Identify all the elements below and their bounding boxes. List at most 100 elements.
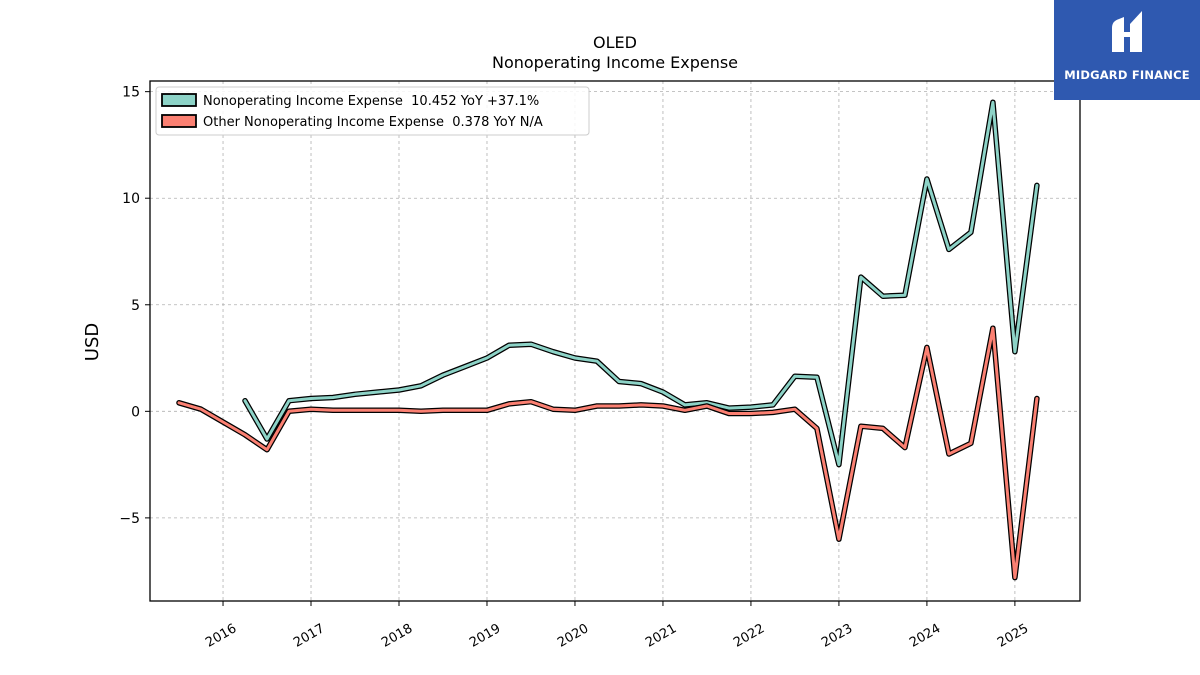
data-point <box>882 427 884 429</box>
data-point <box>948 453 950 455</box>
data-point <box>882 295 884 297</box>
data-point <box>178 402 180 404</box>
data-point <box>794 408 796 410</box>
series-outline-1 <box>176 325 1040 581</box>
data-point <box>376 409 378 411</box>
data-point <box>310 398 312 400</box>
data-point <box>420 385 422 387</box>
chart-title: OLED <box>593 33 637 52</box>
data-point <box>684 409 686 411</box>
data-point <box>376 391 378 393</box>
data-point <box>1014 351 1016 353</box>
x-tick-label: 2023 <box>819 621 855 651</box>
y-tick-label: 10 <box>122 191 140 207</box>
data-point <box>728 407 730 409</box>
data-point <box>266 438 268 440</box>
brand-name: MIDGARD FINANCE <box>1064 68 1190 82</box>
data-point <box>860 276 862 278</box>
data-point <box>618 381 620 383</box>
data-point <box>464 366 466 368</box>
legend-label-other-nonoperating: Other Nonoperating Income Expense 0.378 … <box>203 115 543 130</box>
data-point <box>332 409 334 411</box>
series-line-0 <box>243 100 1039 467</box>
data-point <box>310 408 312 410</box>
y-tick-label: 15 <box>122 85 140 101</box>
data-point <box>332 397 334 399</box>
brand-mark-icon <box>1112 11 1142 52</box>
y-tick-label: 0 <box>131 404 140 420</box>
data-point <box>354 409 356 411</box>
data-point <box>200 408 202 410</box>
data-point <box>970 231 972 233</box>
x-tick-label: 2020 <box>555 621 591 651</box>
data-point <box>816 427 818 429</box>
y-tick-label: 5 <box>131 298 140 314</box>
data-point <box>530 343 532 345</box>
data-point <box>838 538 840 540</box>
data-point <box>662 405 664 407</box>
data-point <box>684 404 686 406</box>
series-lines <box>176 99 1040 581</box>
data-point <box>750 413 752 415</box>
data-point <box>244 434 246 436</box>
chart-subtitle: Nonoperating Income Expense <box>492 53 738 72</box>
x-tick-label: 2024 <box>907 621 943 651</box>
plot-frame <box>149 80 1081 602</box>
x-tick-label: 2025 <box>995 621 1031 651</box>
x-tick-label: 2018 <box>379 621 415 651</box>
grid-lines <box>150 81 1080 601</box>
data-point <box>442 374 444 376</box>
x-tick-label: 2021 <box>643 621 679 651</box>
data-point <box>772 404 774 406</box>
data-point <box>750 406 752 408</box>
data-point <box>420 410 422 412</box>
data-point <box>992 101 994 103</box>
legend-box <box>155 86 590 136</box>
y-axis-label: USD <box>82 323 103 361</box>
data-point <box>772 411 774 413</box>
data-point <box>596 360 598 362</box>
data-point <box>618 405 620 407</box>
x-tick-label: 2019 <box>467 621 503 651</box>
data-point <box>640 404 642 406</box>
data-point <box>354 393 356 395</box>
data-point <box>926 178 928 180</box>
data-point <box>794 375 796 377</box>
data-point <box>574 357 576 359</box>
data-point <box>398 409 400 411</box>
x-axis-ticks: 2016 2017 2018 2019 2020 2021 2022 2023 2024 2025 <box>203 601 1031 651</box>
data-point <box>244 400 246 402</box>
data-point <box>970 442 972 444</box>
data-point <box>398 389 400 391</box>
data-point <box>838 464 840 466</box>
data-point <box>816 376 818 378</box>
x-tick-label: 2016 <box>203 621 239 651</box>
data-point <box>508 403 510 405</box>
data-point <box>728 413 730 415</box>
data-point <box>640 383 642 385</box>
legend-swatch-other-nonoperating <box>161 114 197 128</box>
data-point <box>1036 184 1038 186</box>
data-point <box>1014 577 1016 579</box>
series-line-1 <box>177 326 1039 580</box>
data-point <box>508 344 510 346</box>
data-point <box>288 410 290 412</box>
data-point <box>706 405 708 407</box>
x-tick-label: 2022 <box>731 621 767 651</box>
data-point <box>442 409 444 411</box>
legend-swatch-nonoperating <box>161 93 197 107</box>
data-point <box>464 409 466 411</box>
data-point <box>948 248 950 250</box>
data-point <box>266 449 268 451</box>
data-point <box>860 425 862 427</box>
data-point <box>486 409 488 411</box>
data-point <box>1036 398 1038 400</box>
brand-logo: MIDGARD FINANCE <box>1054 0 1200 100</box>
legend: Nonoperating Income Expense 10.452 YoY +… <box>155 86 590 136</box>
data-point <box>904 447 906 449</box>
data-point <box>530 401 532 403</box>
data-point <box>904 294 906 296</box>
data-point <box>992 327 994 329</box>
data-point <box>222 421 224 423</box>
